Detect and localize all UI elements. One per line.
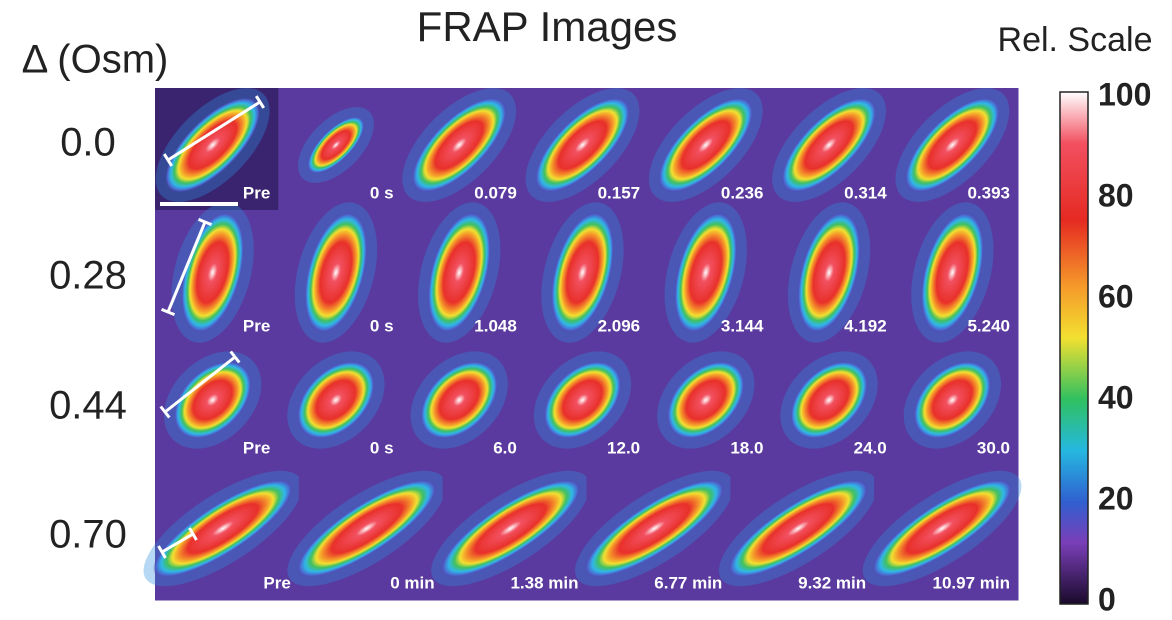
image-tile: 6.77 min (559, 450, 750, 607)
image-tile: Pre (155, 193, 279, 352)
row-label: 0.28 (49, 254, 127, 298)
image-tile: 0 s (268, 332, 404, 468)
image-tile: 1.38 min (415, 450, 606, 607)
image-tile: Pre (127, 450, 318, 607)
figure: FRAP Images Δ (Osm) Rel. Scale Pre 0 s 0.0… (0, 0, 1172, 620)
time-label: 0.314 (844, 183, 887, 202)
time-label: Pre (243, 316, 270, 335)
image-tile: 6.0 (391, 332, 527, 468)
time-label: 0 s (370, 438, 394, 457)
time-label: 3.144 (721, 316, 764, 335)
image-tile: Pre (136, 69, 289, 222)
colorbar-title: Rel. Scale (998, 21, 1153, 59)
colorbar-tick-label: 60 (1098, 278, 1134, 314)
time-label: 1.048 (474, 316, 517, 335)
image-tile: 24.0 (761, 332, 897, 468)
time-label: 0.157 (598, 183, 641, 202)
time-label: 24.0 (854, 438, 887, 457)
time-label: 0 s (370, 316, 394, 335)
image-tile: 0 min (271, 450, 462, 607)
time-label: Pre (243, 438, 270, 457)
colorbar-tick-label: 100 (1098, 76, 1151, 112)
time-label: 9.32 min (798, 573, 866, 592)
image-tile: 1.048 (402, 193, 526, 352)
time-label: 0.236 (721, 183, 764, 202)
time-label: 6.0 (493, 438, 517, 457)
time-label: 10.97 min (933, 573, 1011, 592)
time-label: 18.0 (730, 438, 763, 457)
time-label: 30.0 (977, 438, 1010, 457)
image-tile: 0 s (278, 193, 402, 352)
time-label: Pre (243, 183, 270, 202)
colorbar-tick-label: 20 (1098, 480, 1134, 516)
time-label: 2.096 (598, 316, 641, 335)
image-tile: 4.192 (771, 193, 895, 352)
image-tile: 10.97 min (846, 450, 1037, 607)
image-tile: Pre (145, 332, 281, 468)
image-tile: 0.393 (876, 69, 1029, 222)
figure-title: FRAP Images (417, 3, 678, 50)
time-label: 0.393 (967, 183, 1010, 202)
time-label: 4.192 (844, 316, 887, 335)
row-header: Δ (Osm) (22, 38, 169, 82)
colorbar-tick-label: 80 (1098, 177, 1134, 213)
time-label: 5.240 (967, 316, 1010, 335)
row-label: 0.70 (49, 513, 127, 557)
image-tile: 5.240 (895, 193, 1019, 352)
image-tile: 30.0 (884, 332, 1020, 468)
time-label: 6.77 min (654, 573, 722, 592)
time-label: 0 s (370, 183, 394, 202)
time-label: 0 min (390, 573, 434, 592)
image-tile: 0.314 (753, 69, 906, 222)
time-label: 12.0 (607, 438, 640, 457)
image-tile: 12.0 (515, 332, 651, 468)
colorbar-tick-label: 40 (1098, 379, 1134, 415)
time-label: 1.38 min (510, 573, 578, 592)
row-label: 0.44 (49, 384, 127, 428)
colorbar-tick-label: 0 (1098, 581, 1116, 617)
image-tile: 0.236 (629, 69, 782, 222)
image-tile: 0.079 (383, 69, 536, 222)
colorbar (1060, 92, 1088, 604)
image-tile: 0.157 (506, 69, 659, 222)
image-tile: 2.096 (525, 193, 649, 352)
time-label: 0.079 (474, 183, 517, 202)
row-label: 0.0 (60, 121, 116, 165)
tile-grid: Pre 0 s 0.079 0.157 0.236 0.314 0.393 Pre 0 s 1.0… (127, 69, 1038, 607)
image-tile: 3.144 (648, 193, 772, 352)
time-label: Pre (263, 573, 290, 592)
image-tile: 0 s (278, 88, 402, 211)
image-tile: 9.32 min (703, 450, 894, 607)
image-tile: 18.0 (638, 332, 774, 468)
